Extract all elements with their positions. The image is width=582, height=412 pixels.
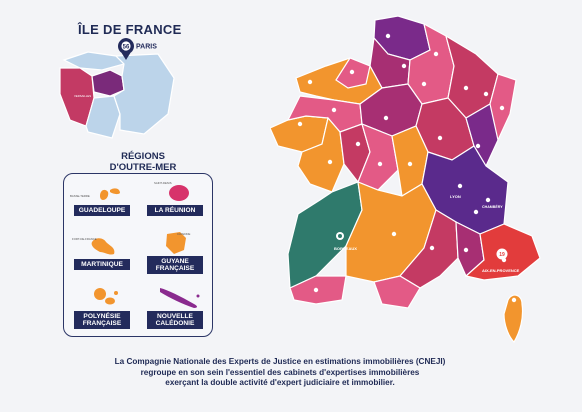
martinique-city: FORT-DE-FRANCE — [72, 237, 97, 241]
bordeaux-pin-icon[interactable] — [336, 232, 344, 240]
ile-de-france-map: 56 PARIS VERSAILLES — [59, 38, 175, 139]
city-label-lyon: LYON — [450, 194, 461, 199]
idf-dept-val-doise[interactable] — [62, 51, 126, 71]
city-label-bordeaux: BORDEAUX — [334, 246, 357, 251]
idf-dept-seine-et-marne[interactable] — [113, 53, 175, 135]
reunion-shape-icon — [169, 185, 189, 201]
region-label-guadeloupe[interactable]: GUADELOUPE — [74, 205, 130, 216]
martinique-shape-icon — [91, 238, 115, 255]
versailles-label: VERSAILLES — [74, 94, 91, 98]
guadeloupe-shape-icon — [100, 188, 120, 200]
reunion-city: SAINT-DENIS — [154, 181, 172, 185]
region-label-nouvelle-caledonie[interactable]: NOUVELLE CALÉDONIE — [147, 311, 203, 330]
paris-pin-count: 56 — [123, 44, 130, 50]
region-label-polynesie[interactable]: POLYNÉSIE FRANÇAISE — [74, 311, 130, 330]
region-roussillon[interactable] — [373, 275, 421, 309]
aix-pin-count: 19 — [499, 252, 505, 258]
paris-pin-icon[interactable]: 56 — [118, 38, 134, 60]
caption: La Compagnie Nationale des Experts de Ju… — [70, 357, 490, 389]
city-label-chambery: CHAMBÉRY — [482, 204, 503, 209]
region-corse[interactable] — [503, 294, 524, 343]
caledonie-shape-icon — [160, 288, 200, 308]
caption-line-1: La Compagnie Nationale des Experts de Ju… — [114, 357, 446, 366]
caption-line-2: regroupe en son sein l'essentiel des cab… — [140, 367, 420, 377]
aix-pin-icon[interactable]: 19 — [496, 248, 508, 260]
overseas-panel: BASSE-TERRE GUADELOUPE SAINT-DENIS LA RÉ… — [63, 173, 213, 337]
guadeloupe-city: BASSE-TERRE — [70, 194, 90, 198]
region-franche-comte[interactable] — [465, 103, 499, 168]
region-label-la-reunion[interactable]: LA RÉUNION — [147, 205, 203, 216]
idf-dept-paris-petite-couronne[interactable] — [91, 69, 125, 97]
paris-label: PARIS — [136, 44, 157, 51]
region-label-martinique[interactable]: MARTINIQUE — [74, 259, 130, 270]
france-map: BORDEAUX LYON AIX-EN-PROVENCE CHAMBÉRY 1… — [270, 15, 541, 343]
overseas-title: RÉGIONS D'OUTRE-MER — [109, 151, 177, 173]
region-label-guyane[interactable]: GUYANE FRANÇAISE — [147, 256, 203, 275]
city-pin-markers — [297, 33, 517, 303]
caption-line-3: exerçant la double activité d'expert jud… — [165, 378, 395, 387]
polynesie-shape-icon — [94, 288, 118, 305]
guyane-city: CAYENNE — [177, 232, 191, 236]
ile-de-france-title: ÎLE DE FRANCE — [78, 22, 182, 37]
guyane-shape-icon — [166, 232, 186, 254]
city-label-aix: AIX-EN-PROVENCE — [482, 268, 520, 273]
